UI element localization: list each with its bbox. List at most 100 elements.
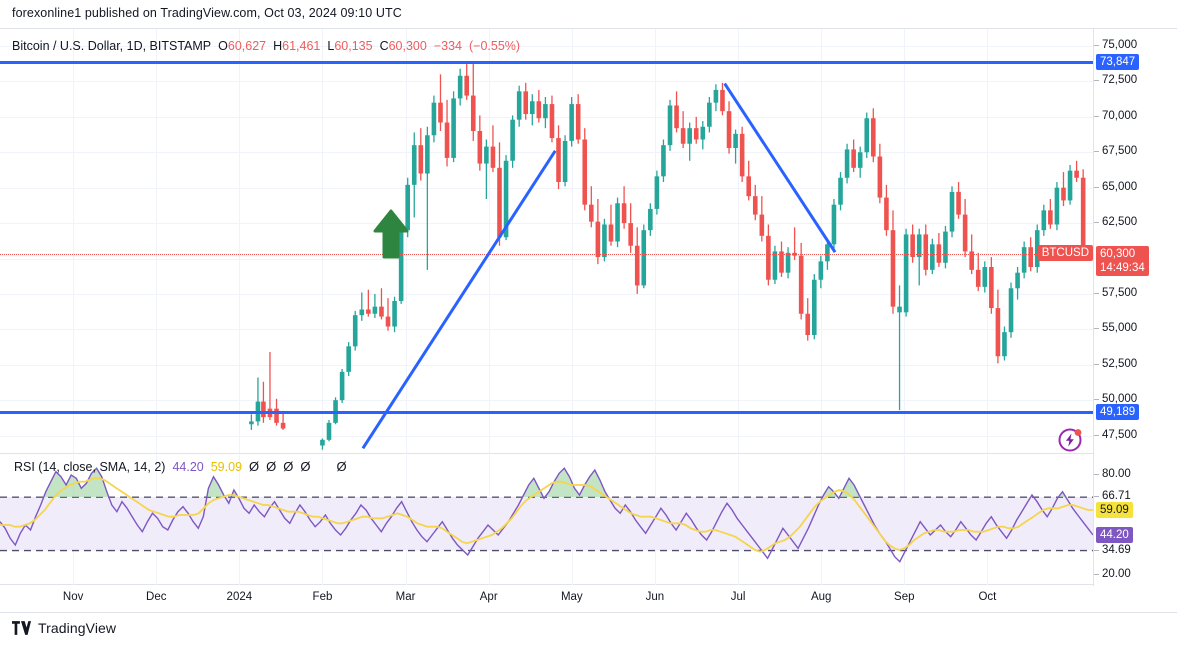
legend-open-label: O — [218, 39, 228, 53]
price-legend[interactable]: Bitcoin / U.S. Dollar, 1D, BITSTAMP O60,6… — [12, 39, 520, 53]
rsi-legend-na-1: Ø — [249, 459, 260, 474]
legend-low-value: 60,135 — [334, 39, 373, 53]
candle-body — [746, 176, 752, 197]
resistance-line-73847[interactable] — [0, 61, 1093, 65]
rsi-axis-tick: 34.69 — [1094, 544, 1131, 556]
candle-body — [975, 269, 981, 287]
candle-body — [569, 104, 574, 141]
candle-body — [720, 89, 725, 112]
candle-body — [249, 421, 254, 425]
candle-body — [320, 439, 325, 446]
rsi-legend[interactable]: RSI (14, close, SMA, 14, 2) 44.20 59.09 Ø Ø Ø… — [14, 459, 347, 474]
green-up-arrow-annotation[interactable] — [372, 209, 410, 259]
gridline-v — [821, 29, 823, 453]
rsi-legend-na-4: Ø — [300, 459, 311, 474]
price-axis-tick: 62,500 — [1094, 216, 1137, 228]
price-axis[interactable]: 75,000 72,500 70,000 67,500 65,000 62,500 57,5… — [1093, 29, 1177, 586]
price-axis-tick: 47,500 — [1094, 429, 1137, 441]
bar-countdown: 14:49:34 — [1100, 262, 1145, 275]
last-price-badge[interactable]: 60,300 14:49:34 — [1096, 246, 1149, 277]
candle-body — [497, 167, 502, 238]
candle-body — [949, 191, 955, 232]
gridline-v — [654, 29, 656, 453]
candle-body — [851, 149, 856, 168]
tick-dash — [1094, 434, 1099, 436]
candle-body — [982, 267, 988, 287]
time-axis-tick: Oct — [978, 591, 997, 603]
rsi-axis-tick: 66.71 — [1094, 490, 1131, 502]
candle-body — [844, 149, 850, 178]
candle-body — [680, 128, 686, 144]
candle-body — [280, 422, 286, 429]
gridline-h — [0, 152, 1093, 154]
candle-body — [628, 223, 633, 246]
candle-body — [615, 203, 620, 242]
rsi-line — [0, 467, 1093, 563]
candle-body — [543, 104, 548, 119]
time-axis-tick: Nov — [62, 591, 84, 603]
price-pane[interactable]: BTCUSD Bitco — [0, 29, 1093, 454]
candle-body — [418, 145, 424, 174]
rsi-pane[interactable]: RSI (14, close, SMA, 14, 2) 44.20 59.09 Ø Ø Ø… — [0, 455, 1093, 585]
ascending-trendline — [361, 150, 557, 450]
candle-body — [484, 146, 489, 164]
candle-body — [674, 105, 679, 129]
rsi-plot-svg — [0, 467, 1093, 563]
candle-body — [392, 301, 397, 327]
gridline-h — [0, 364, 1093, 366]
rsi-sma-badge[interactable]: 59.09 — [1096, 501, 1133, 518]
candle-body — [575, 104, 581, 140]
legend-symbol[interactable]: Bitcoin / U.S. Dollar, 1D, BITSTAMP — [12, 39, 212, 53]
candle-body — [549, 104, 555, 139]
candle-body — [398, 230, 404, 301]
lightning-bolt-icon[interactable] — [1057, 427, 1083, 453]
time-axis[interactable]: Nov Dec 2024 Feb Mar Apr May Jun Jul Aug Sep Oct — [0, 585, 1177, 613]
gridline-v — [987, 29, 989, 453]
candle-body — [648, 208, 653, 231]
tradingview-logo-icon — [12, 621, 31, 635]
legend-close-label: C — [379, 39, 389, 53]
tick-dash — [1094, 115, 1099, 117]
gridline-v — [405, 29, 407, 453]
candle-body — [477, 131, 483, 164]
candle-body — [654, 176, 660, 209]
candle-body — [962, 214, 968, 252]
candle-body — [752, 196, 758, 215]
candle-body — [510, 119, 515, 161]
candle-body — [661, 145, 666, 177]
candle-body — [1080, 177, 1086, 255]
legend-change: −334 — [433, 39, 462, 53]
footer: TradingView — [12, 620, 116, 636]
time-axis-tick: Mar — [395, 591, 416, 603]
candle-body — [425, 135, 430, 174]
candle-body — [943, 231, 948, 263]
rsi-sma-line — [0, 477, 1093, 553]
legend-high-label: H — [273, 39, 283, 53]
candle-body — [621, 203, 627, 224]
price-axis-tick: 67,500 — [1094, 145, 1137, 157]
price-axis-tick: 57,500 — [1094, 287, 1137, 299]
rsi-legend-title[interactable]: RSI (14, close, SMA, 14, 2) — [14, 460, 166, 474]
support-line-49189[interactable] — [0, 410, 1093, 414]
us-flag-icon[interactable] — [1057, 453, 1083, 454]
candle-body — [995, 308, 1001, 357]
candle-body — [359, 309, 365, 316]
candle-body — [1008, 288, 1014, 333]
candle-body — [562, 140, 568, 182]
time-axis-tick: Feb — [312, 591, 333, 603]
candle-body — [536, 101, 542, 119]
rsi-legend-na-5: Ø — [336, 459, 347, 474]
candle-body — [825, 244, 830, 262]
time-axis-tick: Jun — [645, 591, 665, 603]
tick-dash — [1094, 363, 1099, 365]
resistance-price-badge[interactable]: 73,847 — [1096, 54, 1140, 71]
support-price-badge[interactable]: 49,189 — [1096, 403, 1140, 420]
candle-body — [464, 75, 470, 96]
candle-body — [451, 98, 456, 158]
price-axis-tick: 52,500 — [1094, 358, 1137, 370]
rsi-value-badge[interactable]: 44.20 — [1096, 526, 1133, 543]
candle-body — [1021, 247, 1027, 273]
gridline-h — [0, 329, 1093, 331]
candle-body — [634, 245, 640, 286]
